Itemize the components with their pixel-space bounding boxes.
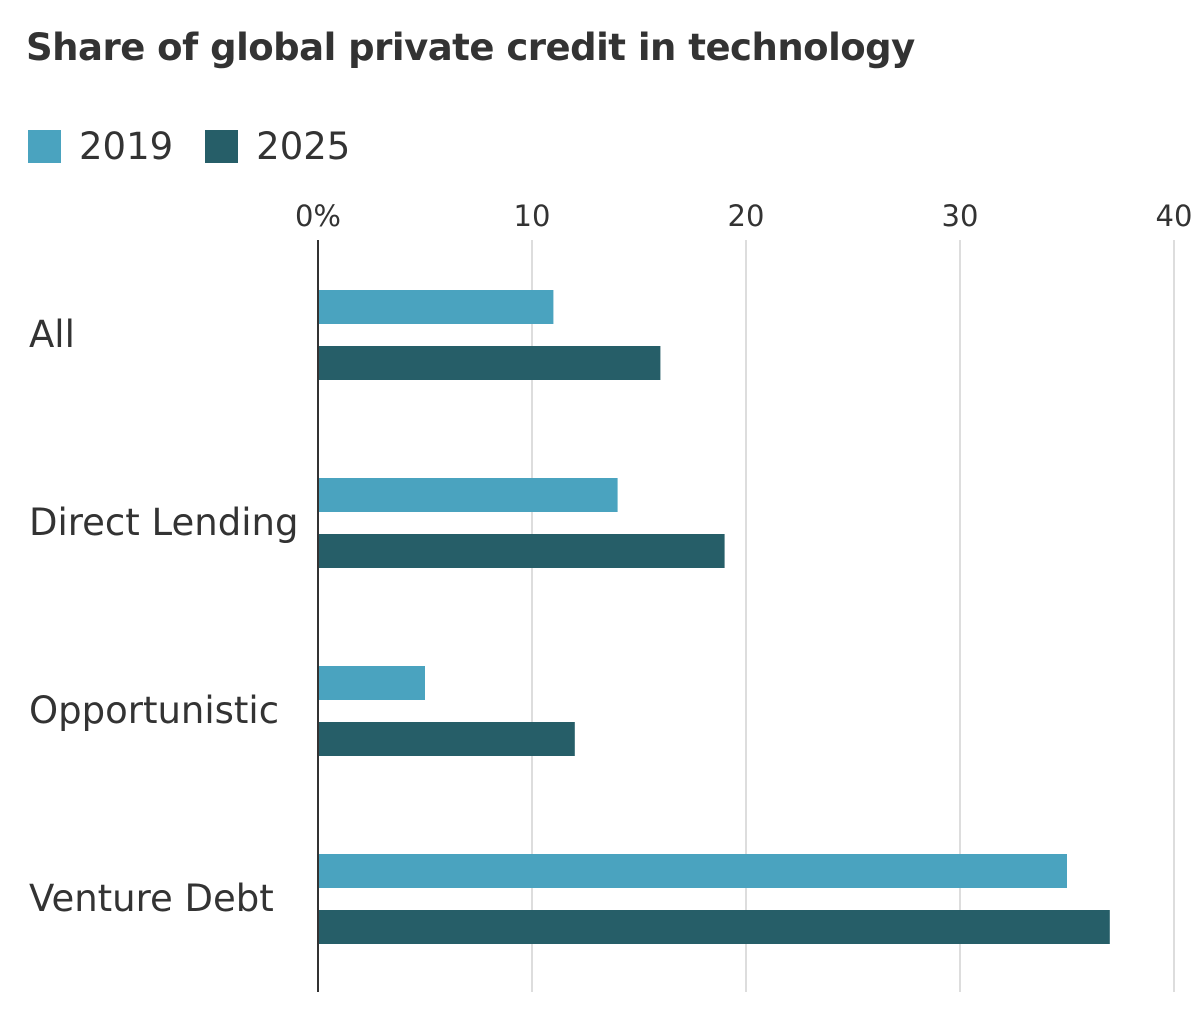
x-tick-label-10: 10	[514, 199, 551, 233]
legend: 2019 2025	[28, 125, 382, 168]
legend-label-2019: 2019	[79, 124, 174, 168]
x-tick-label-30: 30	[942, 199, 979, 233]
bar-all-2025	[318, 346, 661, 380]
bar-opportunistic-2019	[318, 666, 425, 700]
category-label-all: All	[29, 313, 75, 356]
bar-venture-debt-2019	[318, 854, 1067, 888]
x-tick-label-20: 20	[728, 199, 765, 233]
bar-direct-lending-2025	[318, 534, 725, 568]
chart-title: Share of global private credit in techno…	[26, 26, 915, 69]
legend-item-2019: 2019	[28, 125, 173, 168]
category-label-opportunistic: Opportunistic	[29, 689, 279, 732]
x-tick-label-40: 40	[1156, 199, 1193, 233]
legend-swatch-2025	[205, 129, 239, 163]
x-tick-label-0: 0%	[295, 199, 341, 233]
bar-opportunistic-2025	[318, 722, 575, 756]
category-label-direct-lending: Direct Lending	[29, 501, 298, 544]
legend-swatch-2019	[28, 129, 61, 163]
legend-item-2025: 2025	[205, 125, 350, 168]
bar-venture-debt-2025	[318, 910, 1110, 944]
bar-direct-lending-2019	[318, 478, 618, 512]
bar-all-2019	[318, 290, 554, 324]
category-label-venture-debt: Venture Debt	[29, 877, 274, 920]
legend-label-2025: 2025	[256, 124, 351, 168]
